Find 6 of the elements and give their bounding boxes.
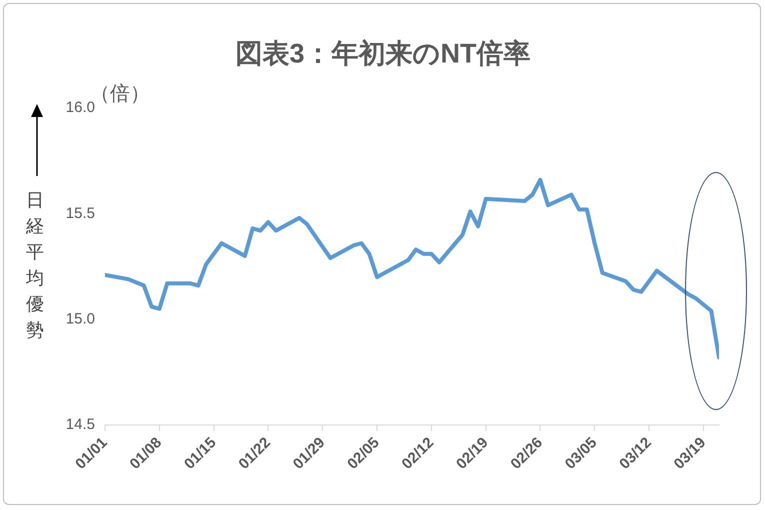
y-axis-title: 日経平均優勢 [25, 189, 45, 343]
y-tick-label: 14.5 [66, 416, 95, 434]
y-tick-label: 16.0 [66, 99, 95, 116]
y-tick-label: 15.0 [66, 310, 95, 328]
y-tick-label: 15.5 [66, 204, 95, 222]
chart-title: 図表3：年初来のNT倍率 [235, 38, 531, 68]
